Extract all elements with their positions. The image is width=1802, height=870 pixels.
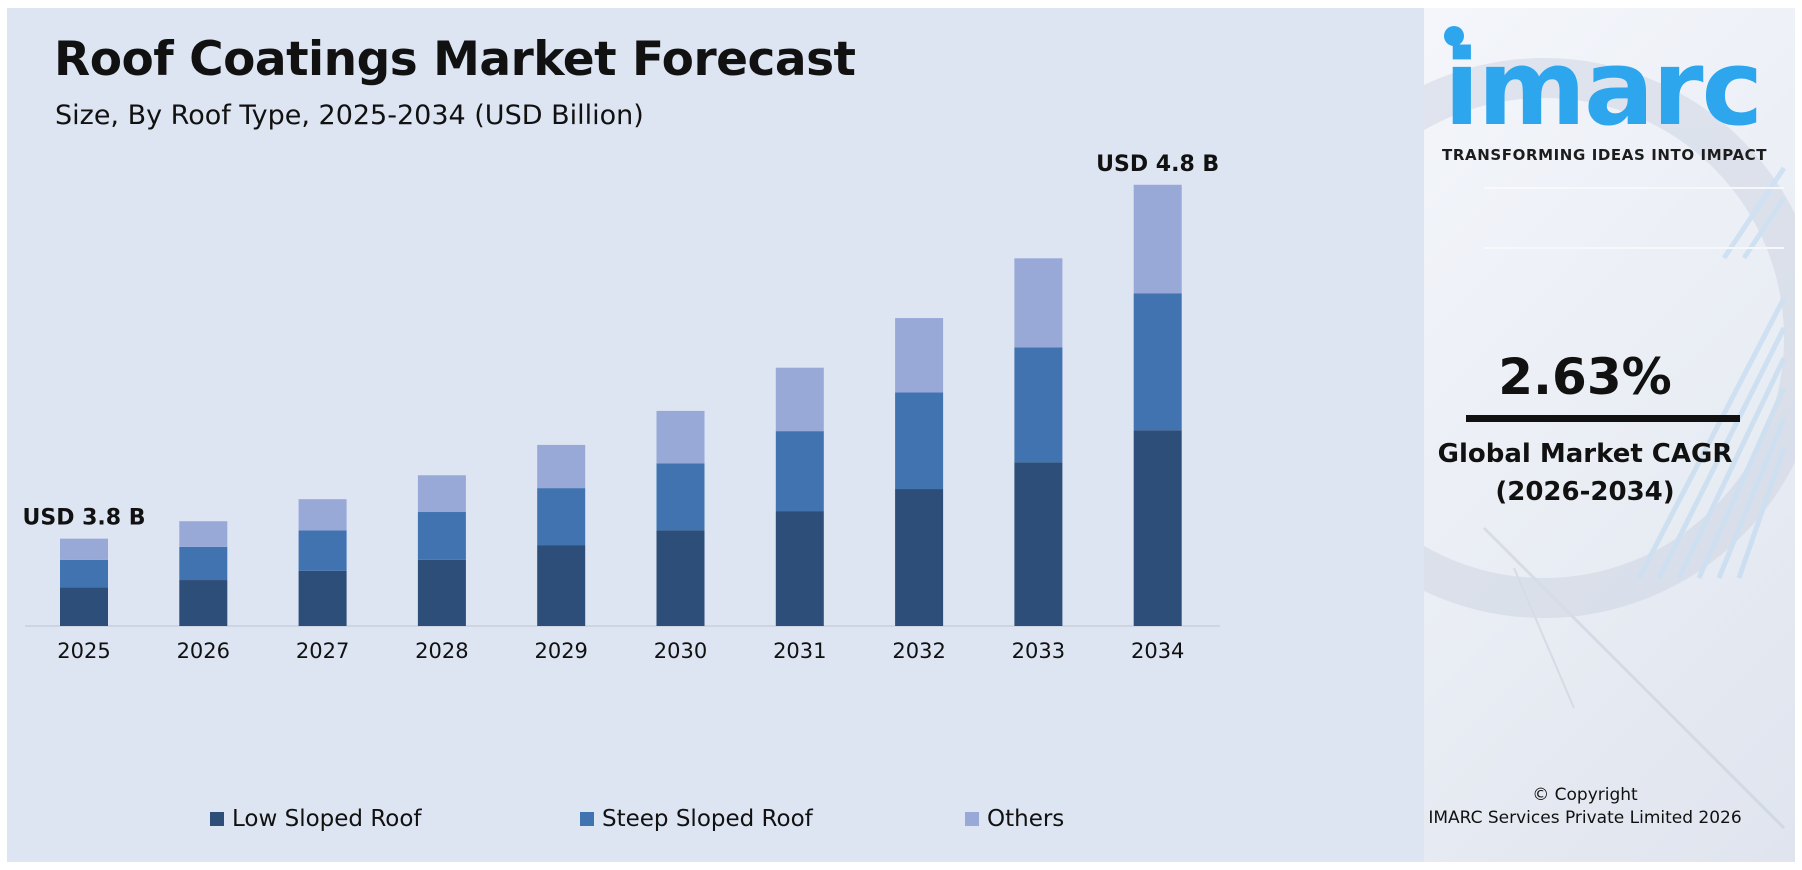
bar-total-annotation: USD 3.8 B (22, 506, 145, 531)
bar-segment-low-sloped-roof-2032 (895, 489, 944, 626)
bar-segment-low-sloped-roof-2027 (298, 570, 347, 626)
bar-segment-others-2026 (179, 521, 228, 547)
bar-segment-low-sloped-roof-2031 (775, 511, 824, 626)
imarc-logo: imarc (1444, 27, 1763, 149)
x-tick-label: 2032 (892, 639, 945, 663)
bar-segment-others-2032 (895, 318, 944, 393)
legend-item: Low Sloped Roof (210, 806, 422, 832)
logo-tagline: TRANSFORMING IDEAS INTO IMPACT (1442, 146, 1768, 164)
cagr-divider (1466, 415, 1740, 422)
bar-segment-steep-sloped-roof-2033 (1014, 347, 1063, 463)
legend-label: Others (987, 806, 1065, 832)
bar-segment-others-2029 (537, 444, 586, 489)
bar-segment-steep-sloped-roof-2032 (895, 392, 944, 490)
copyright-line: © Copyright (1532, 785, 1638, 805)
bar-segment-steep-sloped-roof-2030 (656, 463, 705, 531)
cagr-value: 2.63% (1498, 348, 1672, 406)
x-tick-label: 2034 (1131, 639, 1184, 663)
x-tick-label: 2025 (57, 639, 110, 663)
x-tick-label: 2030 (654, 639, 707, 663)
x-tick-label: 2033 (1012, 639, 1065, 663)
bar-segment-others-2025 (60, 538, 108, 560)
bar-segment-others-2033 (1014, 258, 1063, 348)
bar-segment-others-2030 (656, 410, 705, 464)
bar-segment-low-sloped-roof-2025 (60, 587, 108, 626)
bar-segment-low-sloped-roof-2028 (417, 559, 466, 626)
legend-swatch (965, 812, 979, 826)
bar-segment-others-2034 (1133, 184, 1182, 294)
stacked-bar-chart: 2025 USD 3.8 B 2026 2027 2028 2029 2030 2031 203… (22, 152, 1220, 663)
x-tick-label: 2027 (296, 639, 349, 663)
bar-segment-steep-sloped-roof-2031 (775, 431, 824, 512)
bar-segment-steep-sloped-roof-2034 (1133, 293, 1182, 431)
bar-segment-steep-sloped-roof-2027 (298, 530, 347, 571)
bar-segment-steep-sloped-roof-2029 (537, 488, 586, 546)
cagr-label-block: Global Market CAGR (2026-2034) (1424, 436, 1746, 511)
decorative-background-graphic (1424, 58, 1795, 830)
legend-swatch (580, 812, 594, 826)
bar-segment-steep-sloped-roof-2026 (179, 546, 228, 581)
legend-label: Low Sloped Roof (232, 806, 422, 832)
bar-segment-low-sloped-roof-2030 (656, 530, 705, 626)
bar-total-annotation: USD 4.8 B (1096, 152, 1219, 177)
cagr-period: (2026-2034) (1495, 476, 1675, 507)
x-tick-label: 2028 (415, 639, 468, 663)
legend-swatch (210, 812, 224, 826)
copyright-block: © Copyright IMARC Services Private Limit… (1424, 784, 1746, 830)
bar-segment-low-sloped-roof-2029 (537, 545, 586, 626)
chart-panel: Roof Coatings Market Forecast Size, By R… (7, 8, 1424, 862)
bar-segment-others-2028 (417, 475, 466, 513)
cagr-label: Global Market CAGR (1437, 439, 1733, 469)
chart-legend: Low Sloped Roof Steep Sloped Roof Others (7, 806, 1424, 836)
legend-item: Others (965, 806, 1064, 832)
bar-segment-others-2031 (775, 367, 824, 432)
x-tick-label: 2031 (773, 639, 826, 663)
infographic-frame: Roof Coatings Market Forecast Size, By R… (7, 8, 1795, 862)
legend-item: Steep Sloped Roof (580, 806, 813, 832)
copyright-owner: IMARC Services Private Limited 2026 (1428, 807, 1742, 828)
chart-subtitle: Size, By Roof Type, 2025-2034 (USD Billi… (55, 100, 644, 131)
logo-dot (1444, 26, 1464, 46)
x-tick-label: 2026 (177, 639, 230, 663)
bar-segment-low-sloped-roof-2026 (179, 580, 228, 626)
bar-segment-steep-sloped-roof-2028 (417, 512, 466, 560)
legend-label: Steep Sloped Roof (602, 806, 813, 832)
x-tick-label: 2029 (534, 639, 587, 663)
bar-segment-low-sloped-roof-2033 (1014, 462, 1063, 626)
bar-segment-low-sloped-roof-2034 (1133, 430, 1182, 626)
bar-segment-others-2027 (298, 499, 347, 531)
bar-segment-steep-sloped-roof-2025 (60, 559, 108, 588)
side-panel: imarc TRANSFORMING IDEAS INTO IMPACT 2.6… (1424, 8, 1795, 862)
chart-title: Roof Coatings Market Forecast (54, 32, 856, 87)
